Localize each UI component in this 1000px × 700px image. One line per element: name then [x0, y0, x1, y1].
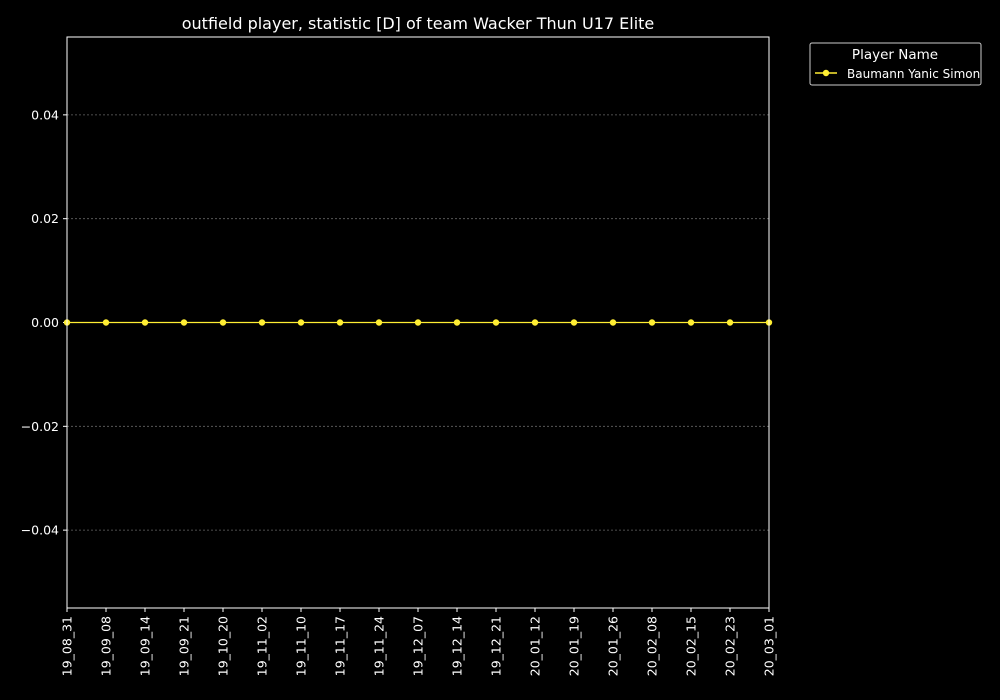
data-point [609, 319, 617, 326]
data-point [726, 319, 734, 326]
data-point [492, 319, 500, 326]
data-point [375, 319, 383, 326]
legend: Player Name Baumann Yanic Simon [809, 42, 982, 86]
x-tick-label: 20_01_19 [567, 616, 582, 676]
x-tick-label: 19_11_17 [333, 616, 348, 676]
data-point [687, 319, 695, 326]
data-point [219, 319, 227, 326]
x-tick-label: 19_10_20 [216, 616, 231, 676]
x-tick-label: 20_01_26 [606, 616, 621, 676]
x-axis-ticks: 19_08_31 19_09_08 19_09_14 19_09_21 19_10_20… [60, 608, 777, 676]
x-tick-label: 19_11_24 [372, 616, 387, 676]
y-tick-label: 0.02 [31, 211, 59, 226]
plot-frame [66, 36, 770, 609]
data-point [453, 319, 461, 326]
data-point [102, 319, 110, 326]
data-point [336, 319, 344, 326]
data-point [531, 319, 539, 326]
y-tick-label: −0.04 [21, 523, 59, 538]
legend-box [809, 42, 982, 86]
legend-swatch-marker [822, 69, 830, 77]
y-tick-label: −0.02 [21, 419, 59, 434]
x-tick-label: 19_12_07 [411, 616, 426, 676]
x-tick-label: 20_02_08 [645, 616, 660, 676]
x-tick-label: 20_02_23 [723, 616, 738, 676]
data-point [570, 319, 578, 326]
legend-title: Player Name [852, 47, 938, 63]
x-tick-label: 19_12_21 [489, 616, 504, 676]
data-point [414, 319, 422, 326]
y-axis-ticks: 0.04 0.02 0.00 −0.02 −0.04 [21, 107, 67, 538]
data-point [180, 319, 188, 326]
data-point [297, 319, 305, 326]
data-point [141, 319, 149, 326]
x-tick-label: 19_09_08 [99, 616, 114, 676]
y-tick-label: 0.00 [31, 315, 59, 330]
x-tick-label: 19_12_14 [450, 616, 465, 676]
x-tick-label: 20_01_12 [528, 616, 543, 676]
chart-title: outfield player, statistic [D] of team W… [182, 14, 655, 33]
x-tick-label: 20_03_01 [762, 616, 777, 676]
series-layer [63, 319, 773, 326]
data-point [648, 319, 656, 326]
x-tick-label: 20_02_15 [684, 616, 699, 676]
x-tick-label: 19_11_02 [255, 616, 270, 676]
data-point [258, 319, 266, 326]
x-tick-label: 19_09_14 [138, 616, 153, 676]
legend-series-label: Baumann Yanic Simon [847, 67, 980, 81]
x-tick-label: 19_09_21 [177, 616, 192, 676]
x-tick-label: 19_08_31 [60, 616, 75, 676]
y-tick-label: 0.04 [31, 107, 59, 122]
x-tick-label: 19_11_10 [294, 616, 309, 676]
